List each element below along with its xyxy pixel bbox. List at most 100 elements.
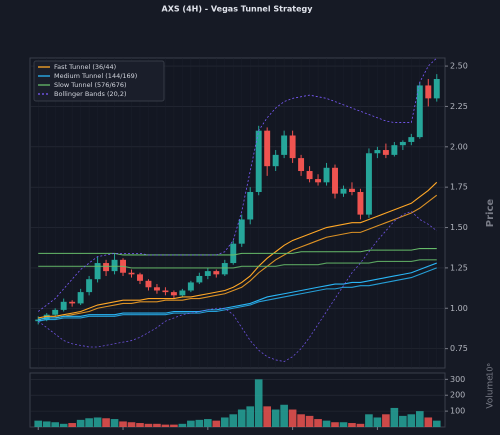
volume-bar — [144, 423, 153, 427]
volume-bar — [339, 422, 348, 427]
candle-body — [196, 275, 203, 283]
volume-bar — [220, 417, 229, 427]
volume-bar — [93, 417, 102, 427]
volume-bar — [119, 421, 127, 427]
volume-bar — [237, 409, 246, 427]
y-tick-label: 300 — [450, 375, 465, 384]
candle-body — [170, 292, 177, 296]
candle-body — [204, 271, 211, 276]
candle-body — [145, 280, 152, 288]
y-tick-label: 2.25 — [450, 102, 468, 111]
candle-body — [298, 158, 305, 172]
volume-bar — [415, 411, 424, 427]
y-tick-label: 100 — [450, 407, 465, 416]
volume-bar — [407, 414, 416, 427]
volume-bar — [127, 422, 136, 427]
candle-body — [272, 154, 279, 167]
candle-body — [264, 130, 271, 167]
candle-body — [357, 192, 364, 215]
volume-bar — [153, 423, 161, 427]
candle-body — [255, 130, 262, 193]
candle-body — [43, 314, 50, 320]
overlay-line — [38, 194, 438, 321]
candle-body — [86, 279, 93, 293]
candle-body — [408, 137, 415, 142]
volume-axis-label: Volume — [486, 375, 496, 409]
volume-bar — [399, 415, 407, 427]
candle-body — [230, 243, 237, 264]
volume-bar — [424, 417, 433, 427]
volume-offset-label: 10⁶ — [486, 363, 495, 376]
volume-bar — [297, 414, 305, 427]
volume-bar — [85, 418, 93, 427]
volume-bar — [161, 424, 170, 427]
legend-label: Bollinger Bands (20,2) — [54, 90, 127, 98]
overlay-line — [38, 267, 437, 322]
candle-body — [349, 188, 355, 193]
candle-body — [60, 301, 67, 310]
candle-body — [281, 135, 288, 155]
candle-body — [94, 263, 101, 280]
overlay-line — [38, 247, 437, 256]
candle-body — [103, 263, 110, 272]
y-tick-label: 1.50 — [450, 223, 468, 232]
y-tick-label: 1.00 — [450, 304, 468, 313]
volume-bar — [331, 422, 339, 427]
candle-body — [399, 141, 406, 146]
candle-body — [179, 290, 186, 296]
candle-body — [365, 153, 372, 215]
candle-body — [213, 271, 220, 275]
overlay-line — [37, 210, 438, 362]
volume-bar — [305, 415, 314, 427]
legend-label: Slow Tunnel (576/676) — [54, 81, 127, 89]
volume-bar — [263, 406, 271, 427]
y-tick-label: 2.50 — [450, 62, 468, 71]
candle-body — [128, 272, 135, 275]
volume-bar — [110, 419, 119, 427]
candle-body — [374, 150, 381, 154]
y-tick-label: 200 — [450, 391, 465, 400]
legend-box — [33, 60, 165, 102]
candle-body — [247, 192, 254, 220]
volume-bar — [280, 404, 288, 427]
y-tick-label: 1.75 — [450, 183, 468, 192]
candle-body — [382, 150, 389, 155]
candle-body — [35, 319, 42, 322]
candle-body — [111, 259, 118, 272]
y-tick-label: 2.00 — [450, 142, 468, 151]
legend-label: Medium Tunnel (144/169) — [54, 72, 137, 80]
candle-body — [425, 85, 432, 99]
overlay-line — [38, 262, 437, 321]
y-axis-label: Price — [485, 199, 496, 228]
candle-body — [221, 263, 228, 275]
volume-bar — [348, 423, 356, 427]
overlay-line — [38, 181, 438, 319]
volume-bar — [212, 420, 221, 427]
candle-body — [238, 219, 245, 244]
volume-bar — [271, 409, 280, 427]
volume-bar — [322, 420, 331, 427]
candle-body — [153, 287, 160, 291]
legend-label: Fast Tunnel (36/44) — [54, 63, 116, 71]
candle-body — [306, 171, 313, 180]
volume-bar — [288, 409, 297, 427]
volume-bar — [59, 423, 68, 427]
candle-body — [323, 167, 330, 183]
volume-bar — [68, 423, 76, 427]
volume-bar — [382, 414, 390, 427]
volume-bar — [42, 421, 51, 427]
volume-bar — [373, 417, 382, 427]
chart-title: AXS (4H) - Vegas Tunnel Strategy — [162, 5, 314, 14]
candle-body — [391, 145, 398, 155]
volume-bar — [314, 419, 322, 427]
volume-bar — [34, 420, 43, 427]
candle-body — [137, 274, 143, 281]
volume-bar — [51, 422, 60, 427]
volume-bar — [178, 423, 187, 427]
candle-body — [315, 179, 322, 183]
volume-bar — [365, 414, 373, 427]
volume-bar — [76, 419, 85, 427]
volume-bar — [136, 423, 144, 427]
candle-body — [433, 78, 440, 99]
